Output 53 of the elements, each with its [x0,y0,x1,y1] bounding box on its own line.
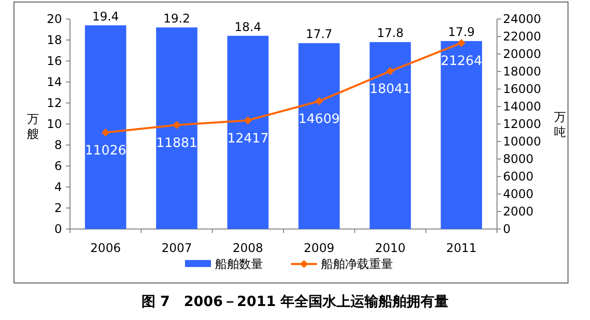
y-tick-label: 18 [46,33,62,47]
y2-tick-label: 20000 [503,47,542,61]
point [172,121,181,130]
y2-tick-label: 16000 [503,82,542,96]
y2-tick-label: 8000 [503,152,534,166]
y-tick-label: 12 [46,96,62,110]
point [315,97,324,106]
y-tick-label: 8 [54,138,62,152]
y2-axis-title: 万吨 [554,110,566,139]
y-tick-label: 20 [46,12,62,26]
y-tick-label: 2 [54,201,62,215]
y-tick-label: 10 [46,117,62,131]
data-label: 17.7 [306,27,332,42]
y2-tick-label: 24000 [503,12,542,26]
text: 图 7 2006－2011 年全国水上运输船舶拥有量 [141,294,449,310]
data-label: 19.4 [92,9,119,24]
data-label: 19.2 [163,11,190,26]
y2-tick-label: 2000 [503,204,534,218]
y2-tick-label: 6000 [503,170,534,184]
data-label: 17.8 [376,26,404,40]
y-axis-title: 万艘 [27,112,39,141]
y2-tick-label: 0 [503,222,511,236]
y-tick-label: 4 [54,180,62,194]
y-tick-label: 16 [46,54,62,68]
data-label: 12417 [227,131,269,146]
x-tick-label: 2008 [232,241,264,255]
y-tick-label: 0 [54,222,62,236]
legend-label: 船舶数量 [215,257,263,271]
point [102,128,110,137]
data-label: 11026 [84,144,126,159]
data-label: 11881 [156,136,198,152]
x-tick-label: 2011 [446,241,477,255]
data-label: 18041 [370,82,411,98]
y2-tick-label: 4000 [503,187,534,201]
x-tick-label: 2007 [161,241,192,255]
data-label: 14609 [298,112,340,128]
y2-tick-label: 10000 [503,134,542,148]
legend-label: 船舶净载重量 [321,257,393,271]
y2-tick-label: 18000 [503,64,542,78]
point [244,116,252,124]
x-tick-label: 2010 [374,241,406,255]
data-label: 21264 [440,54,482,69]
x-tick-label: 2006 [90,241,121,255]
y2-tick-label: 14000 [503,100,542,114]
y-tick-label: 14 [46,75,62,89]
y2-tick-label: 22000 [503,30,542,44]
data-label: 17.9 [448,25,475,40]
y-tick-label: 6 [54,159,62,173]
data-label: 18.4 [234,20,262,34]
y2-tick-label: 12000 [503,117,542,131]
x-tick-label: 2009 [304,241,334,255]
point [457,38,466,47]
point [386,67,394,76]
